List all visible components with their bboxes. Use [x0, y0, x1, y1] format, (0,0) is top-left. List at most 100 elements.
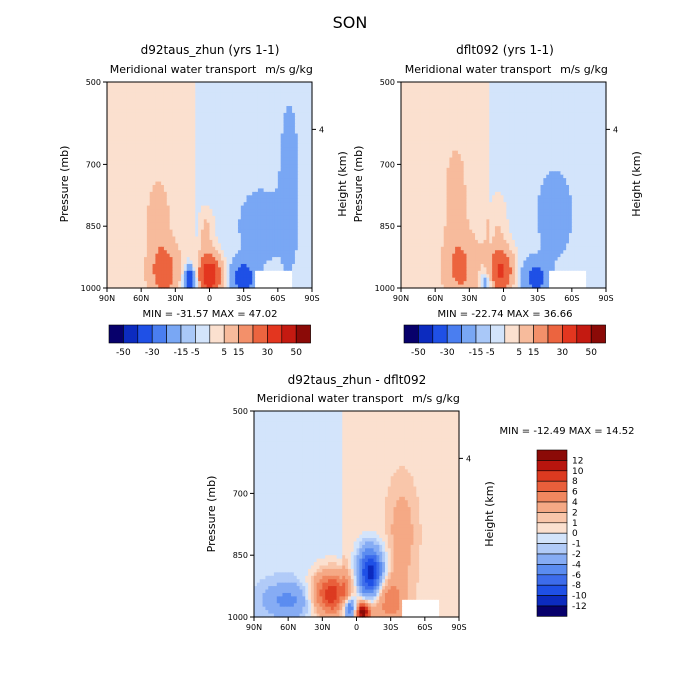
heatmap-cell: [577, 82, 581, 87]
heatmap-cell: [229, 250, 233, 255]
heatmap-cell: [189, 281, 194, 286]
heatmap-cell: [260, 219, 265, 224]
heatmap-cell: [252, 126, 256, 131]
heatmap-cell: [537, 88, 542, 93]
heatmap-cell: [309, 263, 313, 268]
heatmap-cell: [181, 136, 185, 141]
heatmap-cell: [175, 246, 179, 251]
heatmap-cell: [260, 178, 265, 183]
heatmap-cell: [403, 95, 408, 100]
heatmap-cell: [403, 92, 408, 97]
heatmap-cell: [463, 92, 468, 97]
heatmap-cell: [263, 167, 268, 172]
heatmap-cell: [121, 112, 125, 117]
heatmap-cell: [163, 233, 168, 238]
heatmap-cell: [132, 106, 137, 111]
heatmap-cell: [183, 167, 188, 172]
heatmap-cell: [255, 82, 259, 87]
heatmap-cell: [243, 171, 248, 176]
heatmap-cell: [286, 157, 290, 162]
heatmap-cell: [420, 95, 425, 100]
heatmap-cell: [223, 260, 228, 265]
heatmap-cell: [269, 205, 273, 210]
heatmap-cell: [206, 109, 211, 114]
heatmap-cell: [195, 185, 199, 190]
heatmap-cell: [200, 174, 205, 179]
heatmap-cell: [203, 136, 208, 141]
heatmap-cell: [252, 123, 256, 128]
heatmap-cell: [446, 106, 451, 111]
heatmap-cell: [260, 267, 265, 272]
heatmap-cell: [249, 150, 253, 155]
heatmap-cell: [112, 130, 117, 135]
heatmap-cell: [141, 178, 145, 183]
heatmap-cell: [181, 284, 185, 289]
heatmap-cell: [152, 191, 157, 196]
heatmap-cell: [463, 109, 468, 114]
heatmap-cell: [172, 174, 176, 179]
heatmap-cell: [112, 119, 117, 124]
heatmap-cell: [144, 246, 148, 251]
heatmap-cell: [112, 136, 117, 141]
heatmap-cell: [212, 178, 216, 183]
heatmap-cell: [512, 92, 516, 97]
heatmap-cell: [226, 222, 231, 227]
heatmap-cell: [163, 154, 168, 159]
heatmap-cell: [200, 178, 205, 183]
heatmap-cell: [206, 157, 211, 162]
heatmap-cell: [209, 188, 213, 193]
heatmap-cell: [183, 130, 188, 135]
heatmap-cell: [121, 212, 125, 217]
heatmap-cell: [158, 257, 162, 262]
heatmap-cell: [252, 140, 256, 145]
heatmap-cell: [457, 92, 462, 97]
heatmap-cell: [443, 85, 448, 90]
heatmap-cell: [292, 126, 296, 131]
heatmap-cell: [109, 205, 114, 210]
heatmap-cell: [235, 126, 239, 131]
heatmap-cell: [280, 95, 285, 100]
heatmap-cell: [183, 270, 188, 275]
heatmap-cell: [223, 281, 228, 286]
heatmap-cell: [269, 85, 273, 90]
heatmap-cell: [289, 174, 293, 179]
heatmap-cell: [115, 99, 119, 104]
heatmap-cell: [155, 88, 159, 93]
heatmap-cell: [480, 109, 485, 114]
heatmap-cell: [517, 106, 522, 111]
heatmap-cell: [269, 157, 273, 162]
heatmap-cell: [272, 188, 276, 193]
heatmap-cell: [303, 195, 307, 200]
heatmap-cell: [209, 119, 213, 124]
heatmap-cell: [286, 174, 290, 179]
heatmap-cell: [158, 102, 162, 107]
heatmap-cell: [277, 185, 282, 190]
heatmap-cell: [286, 202, 290, 207]
heatmap-cell: [107, 133, 111, 138]
heatmap-cell: [192, 140, 196, 145]
heatmap-cell: [166, 88, 171, 93]
heatmap-cell: [218, 112, 222, 117]
heatmap-cell: [263, 99, 268, 104]
heatmap-cell: [292, 143, 296, 148]
heatmap-cell: [480, 102, 485, 107]
heatmap-cell: [531, 102, 536, 107]
heatmap-cell: [237, 119, 242, 124]
heatmap-cell: [272, 181, 276, 186]
heatmap-cell: [144, 82, 148, 87]
heatmap-cell: [232, 205, 236, 210]
heatmap-cell: [115, 119, 119, 124]
heatmap-cell: [280, 226, 285, 231]
heatmap-cell: [146, 85, 151, 90]
heatmap-cell: [274, 133, 279, 138]
heatmap-cell: [260, 188, 265, 193]
heatmap-cell: [226, 143, 231, 148]
heatmap-cell: [146, 136, 151, 141]
heatmap-cell: [129, 270, 134, 275]
heatmap-cell: [161, 147, 165, 152]
heatmap-cell: [489, 85, 493, 90]
heatmap-cell: [129, 178, 134, 183]
heatmap-cell: [118, 270, 122, 275]
heatmap-cell: [286, 164, 290, 169]
heatmap-cell: [132, 233, 137, 238]
